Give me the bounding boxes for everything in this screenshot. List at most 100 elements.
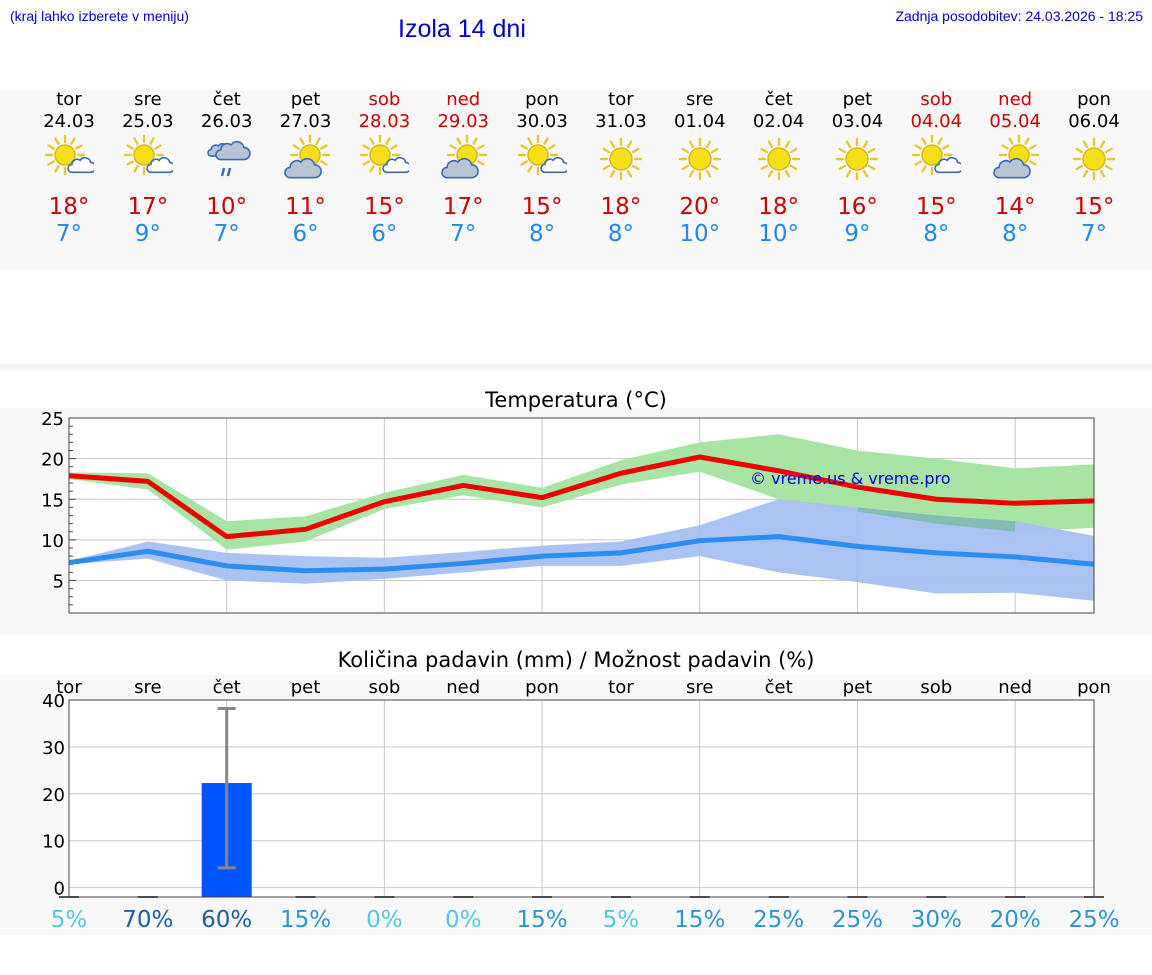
precipitation-probability: 0% [445,907,482,933]
x-tick-label: pon [525,677,559,698]
sun-icon [596,134,646,184]
day-date: 27.03 [279,111,332,132]
day-column: čet 26.03 10° 7° [188,88,266,248]
min-temperature: 9° [134,221,161,247]
min-temperature: 8° [528,221,556,247]
precipitation-probability: 0% [366,907,403,933]
precipitation-probability: 60% [201,907,252,933]
min-temperature-band [69,499,1094,601]
rain-cloud-icon [202,134,252,184]
sun-icon [675,134,725,184]
min-temperature: 7° [450,221,477,247]
y-tick-label: 0 [54,879,65,900]
y-tick-label: 10 [41,531,64,552]
day-column: pet 03.04 16° 9° [818,88,896,248]
band-overlap [857,507,1016,532]
x-tick-label: sre [686,677,713,698]
y-tick-label: 10 [42,832,65,853]
sun-icon [754,134,804,184]
max-temperature-line [68,454,1095,540]
sun-icon [832,134,882,184]
precipitation-probability: 30% [911,907,962,933]
day-date: 30.03 [516,111,568,132]
max-temperature: 15° [363,194,405,220]
min-temperature: 10° [758,221,799,247]
precipitation-probability: 15% [674,907,725,933]
precipitation-probability: 15% [517,907,568,933]
x-tick-label: čet [213,677,241,698]
sun-icon [1069,134,1119,184]
precipitation-probability: 5% [603,907,640,933]
x-tick-label: pet [291,677,321,698]
plot-frame [68,417,1095,614]
min-temperature: 6° [371,221,398,247]
min-temperature: 8° [923,221,950,247]
day-column: sob 28.03 15° 6° [345,88,423,248]
day-date: 04.04 [910,111,963,132]
precipitation-probability: 5% [51,907,88,933]
y-tick-label: 15 [41,490,64,511]
max-temperature: 18° [48,194,90,220]
max-temperature: 17° [127,194,169,220]
max-temperature: 15° [521,194,563,220]
day-name: čet [212,89,241,110]
day-column: čet 02.04 18° 10° [740,88,818,248]
x-tick-label: ned [446,677,480,698]
y-tick-label: 5 [53,572,64,593]
min-temperature: 9° [844,221,871,247]
x-tick-label: sre [134,677,161,698]
max-temperature: 10° [206,194,248,220]
max-temperature: 17° [442,194,484,220]
day-name: čet [764,89,793,110]
day-name: sob [368,89,401,110]
x-tick-label: čet [765,677,793,698]
day-date: 02.04 [752,111,805,132]
day-name: pon [1077,89,1111,110]
day-name: ned [998,89,1033,110]
x-tick-label: pon [1077,677,1111,698]
day-date: 28.03 [358,111,411,132]
cloud-sun-icon [438,134,488,184]
day-name: tor [608,89,634,110]
day-date: 29.03 [437,111,489,132]
max-temperature: 18° [758,194,799,220]
max-temperature: 15° [1073,194,1115,220]
plot-frame [68,699,1095,898]
day-date: 01.04 [674,111,726,132]
min-temperature: 7° [213,221,240,247]
max-temperature: 11° [285,194,326,220]
day-column: sre 01.04 20° 10° [661,88,739,248]
forecast-strip [0,90,1152,270]
x-tick-label: sob [368,677,400,698]
day-name: pon [525,89,559,110]
day-date: 26.03 [200,111,253,132]
day-date: 31.03 [595,111,647,132]
day-date: 05.04 [989,111,1041,132]
precipitation-probability: 20% [990,907,1041,933]
min-temperature: 8° [1002,221,1029,247]
day-column: pon 30.03 15° 8° [503,88,581,248]
day-column: ned 05.04 14° 8° [976,88,1054,248]
location-hint: (kraj lahko izberete v meniju) [10,8,189,24]
day-column: tor 24.03 18° 7° [30,88,108,248]
x-tick-label: ned [998,677,1032,698]
precipitation-probability: 25% [753,907,804,933]
watermark: © vreme.us & vreme.pro [750,469,951,488]
x-tick-label: tor [608,677,634,698]
cloud-sun-icon [281,134,331,184]
day-date: 25.03 [122,111,174,132]
precipitation-probability: 15% [280,907,331,933]
max-temperature: 16° [837,194,878,220]
y-tick-label: 20 [42,785,65,806]
page-title: Izola 14 dni [398,15,526,43]
x-tick-label: pet [843,677,873,698]
temperature-chart-title: Temperatura (°C) [485,388,667,412]
x-tick-label: tor [56,677,82,698]
max-temperature: 20° [679,194,721,220]
min-temperature: 7° [1080,221,1108,247]
max-temperature: 18° [600,194,642,220]
y-tick-label: 30 [42,738,65,759]
day-column: pet 27.03 11° 6° [267,88,345,248]
